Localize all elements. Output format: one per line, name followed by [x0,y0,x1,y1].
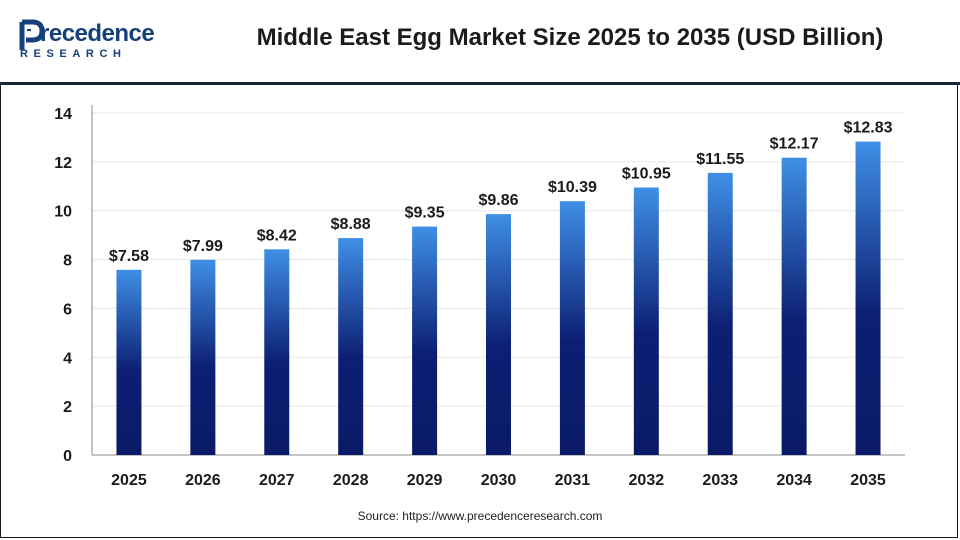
source-note: Source: https://www.precedenceresearch.c… [357,509,603,523]
bar [264,249,290,455]
y-tick-label: 10 [54,204,72,221]
data-labels: $7.58 $7.99 $8.42 $8.88 $9.35 $9.86 $10.39 $10.… [109,120,893,265]
x-tick-label: 2032 [629,472,665,489]
x-tick-label: 2025 [111,472,147,489]
logo-p-icon [19,19,45,50]
data-label: $10.39 [548,179,597,196]
data-label: $10.95 [622,166,671,183]
data-label: $11.55 [696,151,744,168]
x-tick-label: 2030 [481,472,517,489]
bar [855,141,881,455]
x-tick-label: 2033 [702,472,738,489]
y-tick-label: 8 [63,253,72,270]
data-label: $12.17 [770,136,819,153]
header-divider [0,82,960,85]
x-tick-label: 2034 [776,472,812,489]
data-label: $7.99 [183,238,223,255]
header: recedence RESEARCH Middle East Egg Marke… [0,0,960,84]
data-label: $9.86 [478,192,518,209]
x-tick-label: 2026 [185,472,221,489]
data-label: $8.88 [331,216,371,233]
y-tick-label: 14 [54,106,72,123]
data-label: $7.58 [109,248,149,265]
logo-wordmark: recedence [40,20,155,47]
y-tick-label: 2 [63,399,72,416]
x-tick-label: 2035 [850,472,886,489]
y-tick-label: 4 [63,350,72,367]
x-axis: 2025 2026 2027 2028 2029 2030 2031 2032 2033 2034… [111,472,886,489]
chart-title: Middle East Egg Market Size 2025 to 2035… [256,24,884,51]
bar [412,226,438,455]
y-tick-label: 0 [63,448,72,465]
logo-subtitle: RESEARCH [20,48,127,60]
x-tick-label: 2031 [555,472,591,489]
y-tick-label: 12 [54,155,72,172]
bar [633,187,659,455]
bar-chart: 0 2 4 6 8 10 12 14 $7.58 $7.99 $8.42 $8.88 $9.35 $9.… [54,105,905,489]
x-tick-label: 2028 [333,472,369,489]
y-tick-label: 6 [63,301,72,318]
bar [116,269,142,455]
data-label: $8.42 [257,227,297,244]
data-label: $12.83 [844,120,893,137]
bar [486,214,511,455]
logo: recedence RESEARCH [18,14,168,66]
data-label: $9.35 [405,205,445,222]
bar [707,172,733,455]
y-axis: 0 2 4 6 8 10 12 14 [54,105,905,465]
bar [338,238,364,455]
bar [190,259,216,455]
x-tick-label: 2029 [407,472,443,489]
bar [559,201,585,455]
bars [116,141,881,455]
bar [781,157,807,455]
x-tick-label: 2027 [259,472,295,489]
